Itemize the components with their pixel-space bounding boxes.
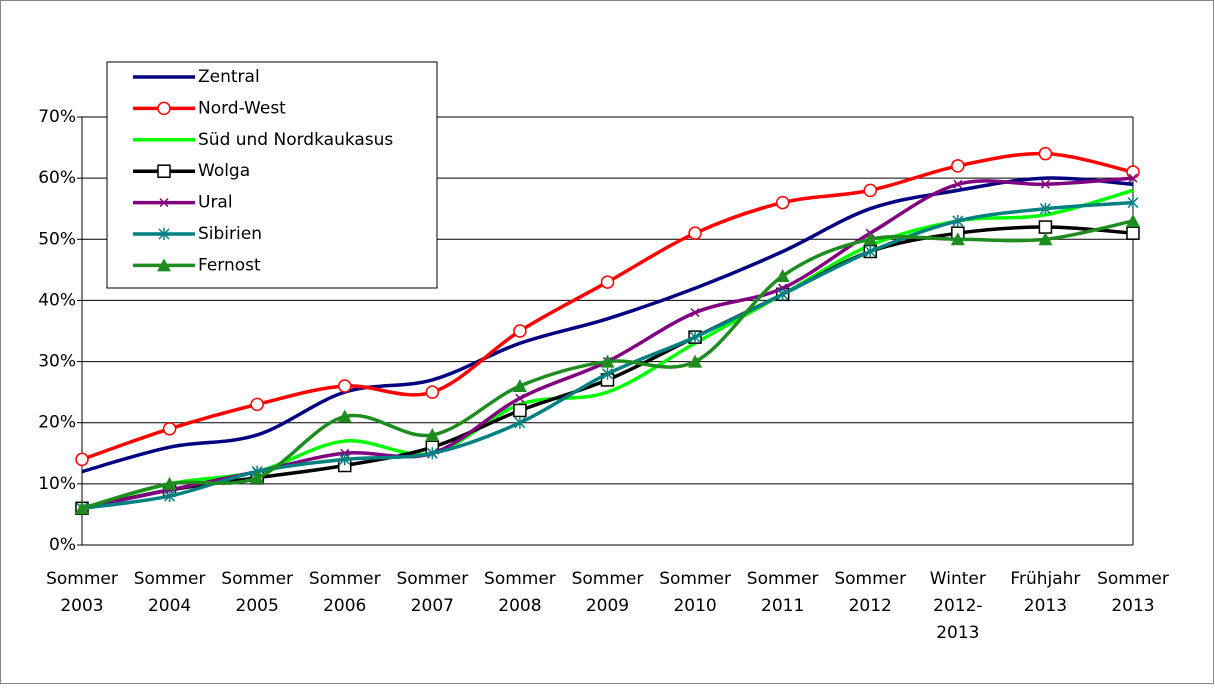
- legend-label: Ural: [198, 193, 233, 213]
- legend-label: Fernost: [198, 255, 261, 275]
- x-tick-label: 2013: [936, 623, 979, 643]
- x-tick-label: Frühjahr: [1010, 569, 1080, 589]
- x-tick-label: Sommer: [747, 569, 819, 589]
- marker: [162, 422, 177, 436]
- x-tick-label: Sommer: [309, 569, 381, 589]
- x-tick-label: 2005: [236, 596, 279, 616]
- legend-label: Wolga: [198, 161, 250, 181]
- marker: [425, 385, 440, 399]
- marker: [688, 226, 702, 240]
- x-tick-label: Sommer: [1097, 569, 1169, 589]
- series: [81, 176, 1134, 474]
- x-tick-label: 2010: [673, 596, 716, 616]
- marker: [426, 447, 438, 460]
- marker: [157, 258, 171, 272]
- marker: [600, 354, 615, 368]
- y-tick-label: 40%: [38, 290, 76, 310]
- marker: [1126, 165, 1140, 179]
- y-tick-label: 20%: [38, 413, 76, 433]
- marker: [157, 164, 171, 178]
- marker: [1038, 146, 1053, 161]
- x-tick-label: Sommer: [659, 569, 731, 589]
- series: [75, 213, 1140, 515]
- x-tick-label: Sommer: [221, 569, 293, 589]
- x-tick-label: Sommer: [396, 569, 468, 589]
- marker: [777, 288, 789, 301]
- marker: [601, 367, 614, 380]
- y-tick-label: 30%: [38, 352, 76, 372]
- marker: [1038, 232, 1053, 246]
- marker: [75, 501, 89, 515]
- marker: [515, 393, 525, 403]
- series: [75, 146, 1140, 467]
- marker: [425, 427, 440, 441]
- y-tick-label: 60%: [38, 168, 76, 188]
- marker: [600, 275, 615, 289]
- legend-label: Nord-West: [198, 98, 286, 118]
- marker: [513, 403, 527, 418]
- marker: [863, 232, 878, 246]
- legend-label: Zentral: [198, 67, 260, 87]
- marker: [952, 214, 964, 227]
- y-tick-label: 10%: [38, 474, 76, 494]
- marker: [512, 379, 527, 393]
- legend-box: [106, 61, 438, 289]
- marker: [1127, 196, 1139, 209]
- marker: [75, 452, 89, 467]
- marker: [338, 379, 352, 393]
- x-tick-label: 2006: [323, 596, 366, 616]
- y-tick-label: 70%: [38, 107, 76, 127]
- marker: [162, 476, 177, 490]
- marker: [1126, 226, 1140, 240]
- x-tick-label: Sommer: [834, 569, 906, 589]
- x-tick-label: 2009: [586, 596, 629, 616]
- marker: [688, 354, 703, 368]
- x-tick-label: 2007: [411, 596, 454, 616]
- x-tick-label: 2013: [1111, 596, 1154, 616]
- y-tick-label: 0%: [49, 535, 76, 555]
- x-tick-label: Winter: [930, 569, 986, 589]
- x-tick-label: Sommer: [46, 569, 118, 589]
- marker: [339, 453, 351, 466]
- marker: [337, 409, 352, 423]
- marker: [864, 245, 876, 258]
- marker: [513, 324, 527, 338]
- x-tick-label: 2003: [60, 596, 103, 616]
- x-tick-label: 2004: [148, 596, 191, 616]
- line: [81, 176, 1134, 474]
- marker: [951, 159, 965, 173]
- marker: [1040, 179, 1050, 189]
- marker: [1128, 173, 1138, 183]
- marker: [950, 232, 965, 246]
- marker: [690, 308, 700, 318]
- marker: [953, 179, 963, 189]
- x-tick-label: 2011: [761, 596, 804, 616]
- x-tick-label: 2012: [849, 596, 892, 616]
- legend-label: Sibirien: [198, 224, 262, 244]
- x-tick-label: 2008: [498, 596, 541, 616]
- marker: [1038, 220, 1053, 234]
- y-tick-label: 50%: [38, 229, 76, 249]
- marker: [863, 183, 877, 198]
- marker: [1126, 213, 1140, 227]
- x-tick-label: Sommer: [484, 569, 556, 589]
- marker: [1039, 202, 1051, 215]
- legend-label: Süd und Nordkaukasus: [198, 130, 393, 150]
- marker: [514, 416, 526, 429]
- marker: [775, 268, 790, 282]
- x-tick-label: 2012-: [933, 596, 982, 616]
- marker: [250, 397, 264, 412]
- x-tick-label: Sommer: [572, 569, 644, 589]
- marker: [159, 198, 169, 208]
- x-tick-label: 2013: [1024, 596, 1067, 616]
- marker: [775, 195, 790, 210]
- marker: [689, 331, 701, 344]
- x-tick-label: Sommer: [134, 569, 206, 589]
- marker: [158, 228, 170, 240]
- marker: [164, 490, 176, 503]
- marker: [157, 101, 171, 116]
- marker: [250, 470, 265, 484]
